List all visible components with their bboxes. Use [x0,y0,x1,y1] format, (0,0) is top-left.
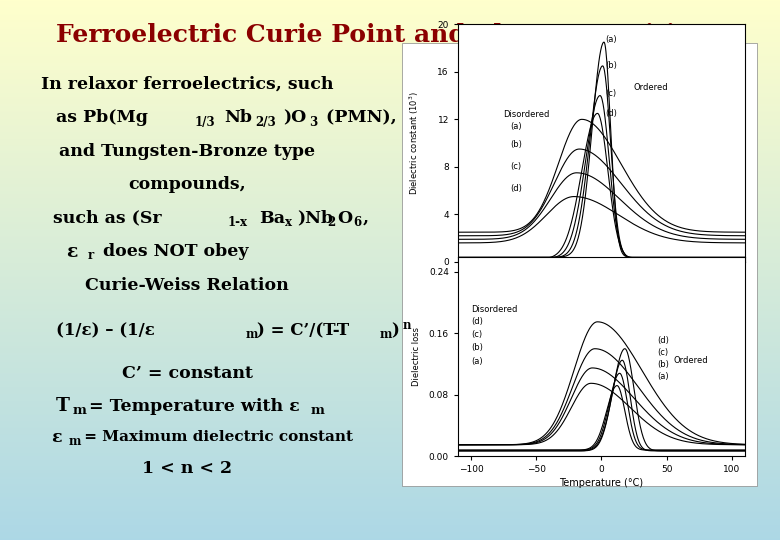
Text: (a): (a) [658,373,669,381]
Text: ε: ε [66,242,78,261]
Text: (a): (a) [471,357,483,366]
Text: m: m [310,404,324,417]
Text: )Nb: )Nb [297,210,333,227]
Text: m: m [246,328,258,341]
Y-axis label: Dielectric loss: Dielectric loss [412,327,420,386]
Text: 1/3: 1/3 [195,116,215,129]
Text: (b): (b) [510,140,522,149]
Text: n: n [402,319,411,332]
Text: (PMN),: (PMN), [320,109,396,126]
Text: 1 < n < 2: 1 < n < 2 [142,460,232,477]
Text: (a): (a) [605,35,617,44]
FancyBboxPatch shape [402,43,757,486]
Text: ) = C’/(T-T: ) = C’/(T-T [257,322,349,339]
Text: In relaxor ferroelectrics, such: In relaxor ferroelectrics, such [41,75,334,92]
Text: as Pb(Mg: as Pb(Mg [56,109,148,126]
Text: (b): (b) [658,360,669,369]
Text: (b): (b) [605,61,617,70]
Text: 1-x: 1-x [228,216,248,229]
Text: (d): (d) [605,109,617,118]
Text: 6: 6 [353,216,361,229]
Text: (c): (c) [605,89,616,98]
Text: ε: ε [51,429,62,446]
Text: )O: )O [283,109,307,126]
Text: Disordered: Disordered [504,110,550,119]
Text: (d): (d) [510,184,522,193]
Text: m: m [73,404,87,417]
Text: ): ) [392,322,399,339]
Text: (c): (c) [658,348,668,357]
Text: and Tungsten-Bronze type: and Tungsten-Bronze type [59,143,315,160]
Text: C’ = constant: C’ = constant [122,365,253,382]
Text: (c): (c) [471,330,482,339]
Text: Disordered: Disordered [471,305,517,314]
Text: 2: 2 [328,216,336,229]
Text: T: T [56,397,70,415]
Text: (c): (c) [510,162,521,171]
Text: (d): (d) [658,335,669,345]
Text: does NOT obey: does NOT obey [97,243,248,260]
Text: Ordered: Ordered [673,355,707,364]
Text: (b): (b) [471,343,483,352]
Text: compounds,: compounds, [129,176,246,193]
Text: m: m [69,435,81,448]
X-axis label: Temperature (°C): Temperature (°C) [559,478,644,489]
Text: m: m [380,328,392,341]
Text: (d): (d) [471,317,483,326]
Y-axis label: Dielectric constant (10$^3$): Dielectric constant (10$^3$) [407,91,420,195]
Text: 3: 3 [309,116,317,129]
Text: (a): (a) [510,122,522,131]
Text: = Temperature with ε: = Temperature with ε [83,397,300,415]
Text: x: x [285,216,292,229]
Text: Nb: Nb [224,109,252,126]
Text: O: O [337,210,352,227]
Text: (1/ε) – (1/ε: (1/ε) – (1/ε [56,322,155,339]
Text: Curie-Weiss Relation: Curie-Weiss Relation [85,276,289,294]
Text: ,: , [363,210,369,227]
Text: Ba: Ba [259,210,285,227]
Text: = Maximum dielectric constant: = Maximum dielectric constant [79,430,353,444]
Text: r: r [88,249,94,262]
Text: 2/3: 2/3 [255,116,276,129]
Text: Ordered: Ordered [634,83,668,92]
Text: such as (Sr: such as (Sr [53,210,161,227]
Text: Ferroelectric Curie Point and Phase Transitions: Ferroelectric Curie Point and Phase Tran… [56,23,724,47]
